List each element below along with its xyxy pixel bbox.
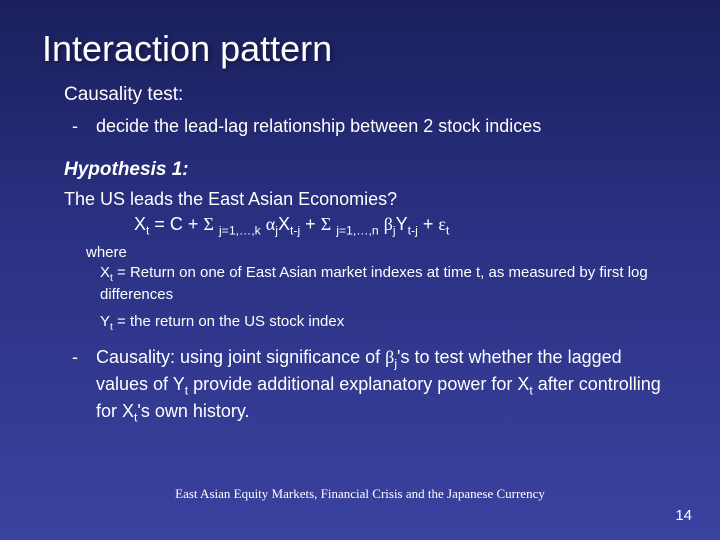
page-number: 14 bbox=[675, 507, 692, 524]
causality-explanation: Causality: using joint significance of β… bbox=[64, 345, 678, 426]
regression-formula: Xt = C + Σ j=1,…,k αjXt-j + Σ j=1,…,n βj… bbox=[64, 214, 678, 238]
where-block: where Xt = Return on one of East Asian m… bbox=[64, 244, 678, 335]
slide-title: Interaction pattern bbox=[42, 28, 678, 70]
where-label: where bbox=[86, 244, 678, 261]
yt-definition: Yt = the return on the US stock index bbox=[86, 312, 678, 334]
slide-container: Interaction pattern Causality test: deci… bbox=[0, 0, 720, 540]
decide-line: decide the lead-lag relationship between… bbox=[64, 116, 678, 137]
slide-footer: East Asian Equity Markets, Financial Cri… bbox=[0, 486, 720, 502]
hypothesis-question: The US leads the East Asian Economies? bbox=[64, 189, 678, 210]
causality-test-label: Causality test: bbox=[64, 84, 678, 106]
hypothesis-label: Hypothesis 1: bbox=[64, 159, 678, 181]
slide-content: Causality test: decide the lead-lag rela… bbox=[42, 84, 678, 426]
xt-definition: Xt = Return on one of East Asian market … bbox=[86, 263, 678, 305]
